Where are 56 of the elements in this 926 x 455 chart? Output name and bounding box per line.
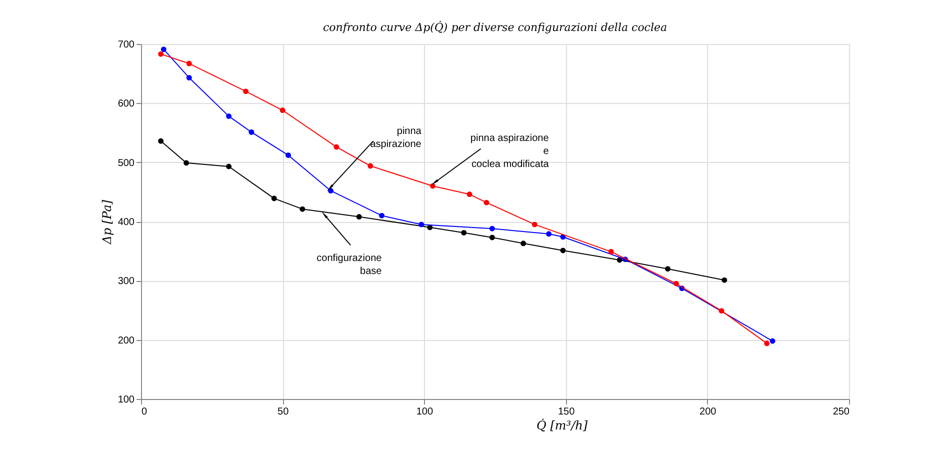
point bbox=[764, 340, 770, 346]
y-tick-label: 500 bbox=[118, 158, 135, 169]
point bbox=[718, 308, 724, 314]
x-tick-label: 150 bbox=[558, 406, 576, 418]
point bbox=[546, 231, 552, 237]
point bbox=[286, 152, 292, 158]
point bbox=[300, 206, 306, 212]
point bbox=[489, 226, 495, 232]
annotation: configurazione base bbox=[316, 253, 382, 278]
point bbox=[186, 74, 192, 80]
point bbox=[484, 200, 490, 206]
x-tick-label: 0 bbox=[142, 406, 148, 418]
y-tick-label: 300 bbox=[118, 276, 135, 288]
point bbox=[328, 188, 334, 194]
y-tick-label: 400 bbox=[118, 217, 135, 228]
y-tick-label: 600 bbox=[118, 98, 135, 110]
point bbox=[160, 46, 166, 52]
point bbox=[226, 113, 232, 119]
point bbox=[184, 160, 190, 166]
point bbox=[489, 234, 495, 240]
point bbox=[520, 240, 526, 246]
point bbox=[186, 60, 192, 66]
x-axis-title: Q̇ [m³/h] bbox=[536, 418, 588, 432]
point bbox=[770, 338, 776, 344]
x-tick-label: 200 bbox=[700, 406, 717, 418]
point bbox=[356, 214, 362, 220]
point bbox=[532, 222, 538, 228]
point bbox=[280, 108, 286, 113]
chart-title: confronto curve Δp(Q̇) per diverse configurazioni della coclea bbox=[322, 20, 668, 34]
point bbox=[378, 212, 384, 218]
point bbox=[674, 280, 679, 286]
x-tick-label: 50 bbox=[278, 406, 290, 418]
x-tick-label: 250 bbox=[832, 406, 850, 418]
point bbox=[430, 183, 436, 189]
point bbox=[461, 230, 467, 236]
y-tick-label: 100 bbox=[118, 394, 135, 406]
point bbox=[608, 248, 614, 254]
point bbox=[271, 196, 277, 202]
point bbox=[418, 222, 424, 228]
x-tick-label: 100 bbox=[416, 406, 434, 418]
point bbox=[560, 248, 566, 254]
point bbox=[158, 138, 164, 144]
point bbox=[243, 88, 249, 94]
annotation: pinna aspirazione bbox=[370, 126, 422, 150]
point bbox=[722, 277, 728, 283]
y-tick-label: 200 bbox=[118, 335, 135, 346]
point bbox=[665, 266, 670, 272]
point bbox=[248, 129, 254, 135]
point bbox=[368, 163, 374, 169]
annotation: pinna aspirazione e coclea modificata bbox=[470, 133, 550, 170]
y-axis-title: Δp [Pa] bbox=[100, 200, 114, 246]
point bbox=[158, 51, 164, 57]
point bbox=[334, 144, 340, 150]
y-tick-label: 700 bbox=[118, 40, 135, 50]
point bbox=[226, 164, 232, 170]
point bbox=[466, 192, 472, 198]
